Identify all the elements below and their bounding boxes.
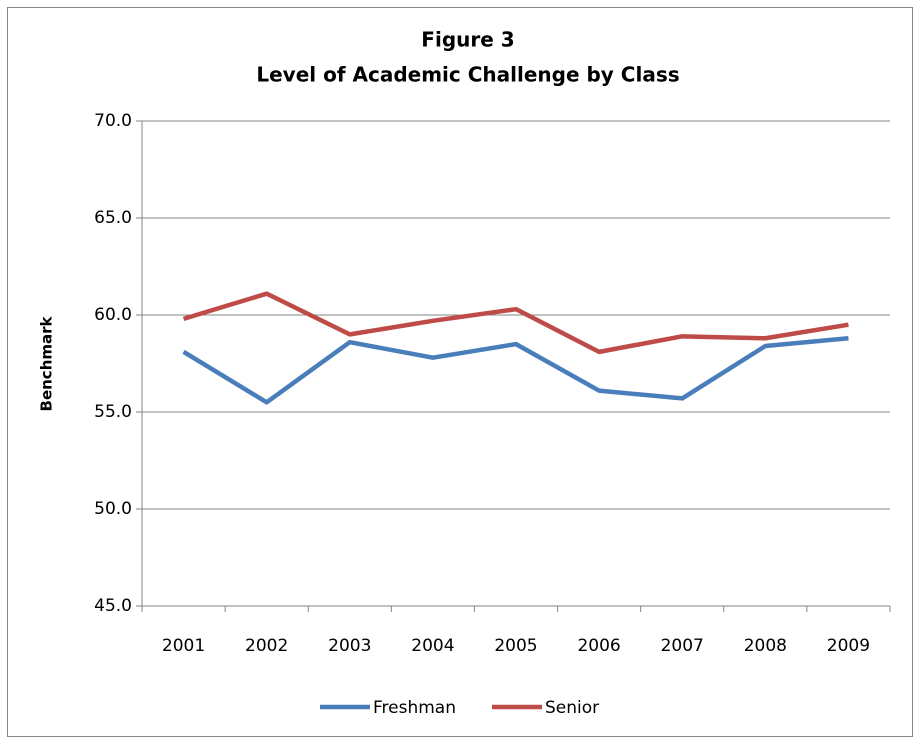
data-line <box>182 291 849 355</box>
y-tick-label: 45.0 <box>94 596 132 616</box>
x-tick-label: 2002 <box>245 636 288 656</box>
x-tick-label: 2004 <box>411 636 454 656</box>
x-tick-label: 2009 <box>827 636 870 656</box>
y-tick-label: 55.0 <box>94 402 132 422</box>
y-axis-label: Benchmark <box>38 315 56 411</box>
x-tick-label: 2005 <box>494 636 537 656</box>
legend-label: Freshman <box>373 698 456 718</box>
x-tick-label: 2001 <box>162 636 205 656</box>
x-tick-label: 2003 <box>328 636 371 656</box>
y-tick-label: 60.0 <box>94 305 132 325</box>
y-tick-label: 70.0 <box>94 111 132 131</box>
x-tick-label: 2007 <box>661 636 704 656</box>
data-line <box>182 336 849 405</box>
chart-border <box>7 7 913 737</box>
chart-subtitle: Level of Academic Challenge by Class <box>256 63 679 87</box>
x-tick-label: 2006 <box>577 636 620 656</box>
x-tick-label: 2008 <box>744 636 787 656</box>
chart-title: Figure 3 <box>421 28 514 52</box>
y-tick-label: 50.0 <box>94 499 132 519</box>
y-tick-label: 65.0 <box>94 208 132 228</box>
legend-label: Senior <box>545 698 599 718</box>
